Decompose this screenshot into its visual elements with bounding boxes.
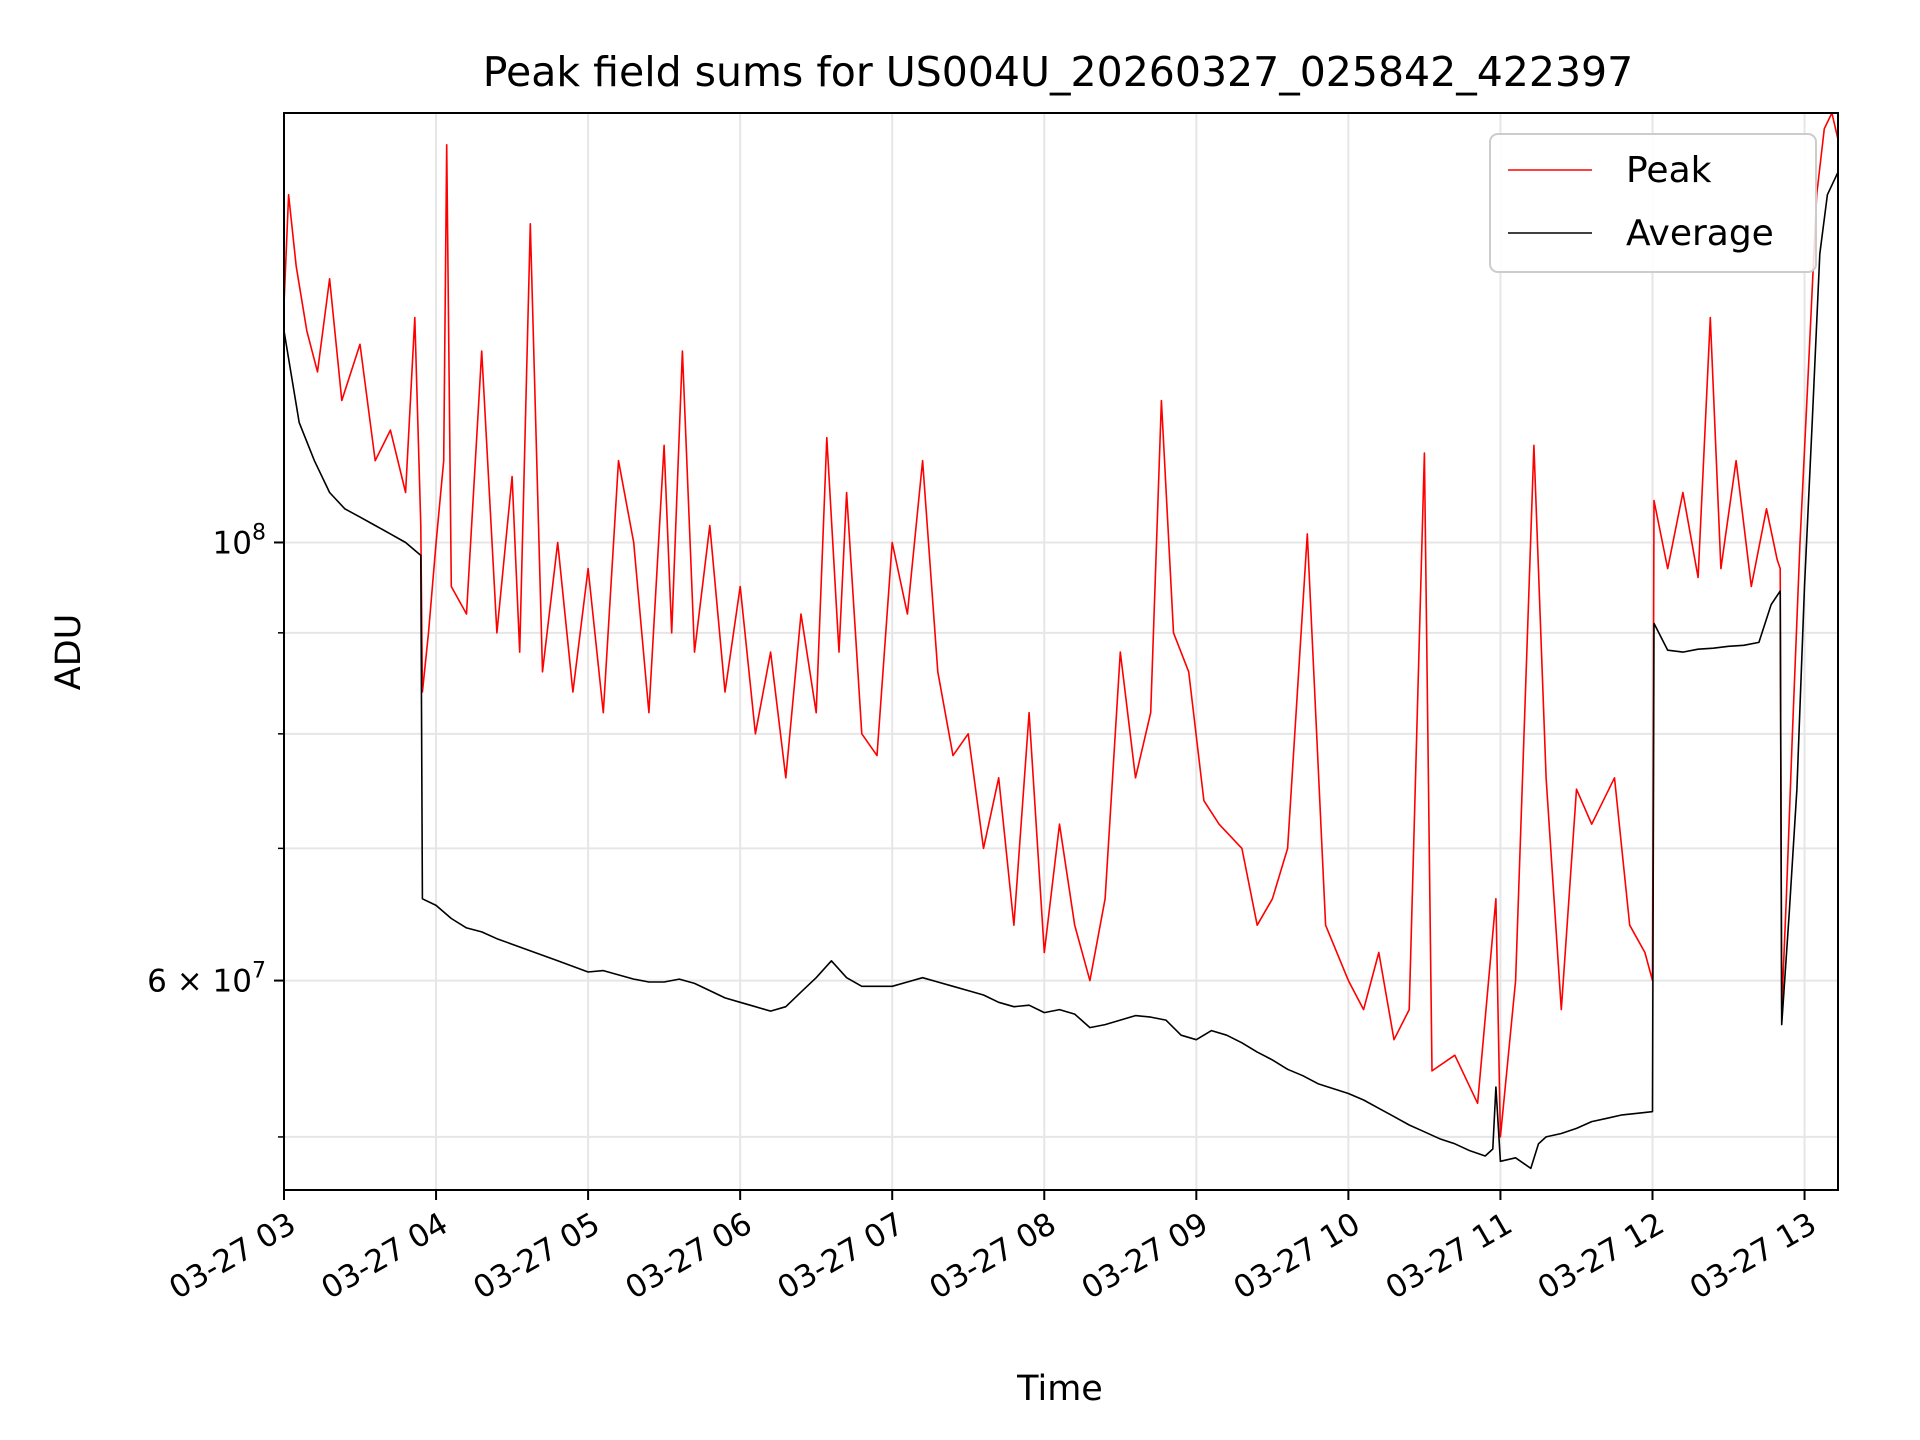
y-axis-label: ADU (49, 614, 89, 691)
plot-series (283, 112, 1839, 1170)
y-tick-label: 6 × 107 (147, 959, 266, 1000)
legend-box (1489, 133, 1817, 273)
legend-label-peak: Peak (1626, 150, 1712, 191)
legend-label-average: Average (1626, 213, 1774, 254)
grid-lines (283, 113, 1838, 1190)
legend: Peak Average (1489, 133, 1817, 273)
y-axis: 108 6 × 107 (147, 520, 284, 1138)
y-tick-label: 108 (213, 520, 266, 561)
chart-title: Peak field sums for US004U_20260327_0258… (483, 48, 1633, 96)
x-axis-label: Time (1016, 1369, 1103, 1409)
series-line-average (283, 171, 1839, 1170)
plot-frame (283, 112, 1839, 1191)
